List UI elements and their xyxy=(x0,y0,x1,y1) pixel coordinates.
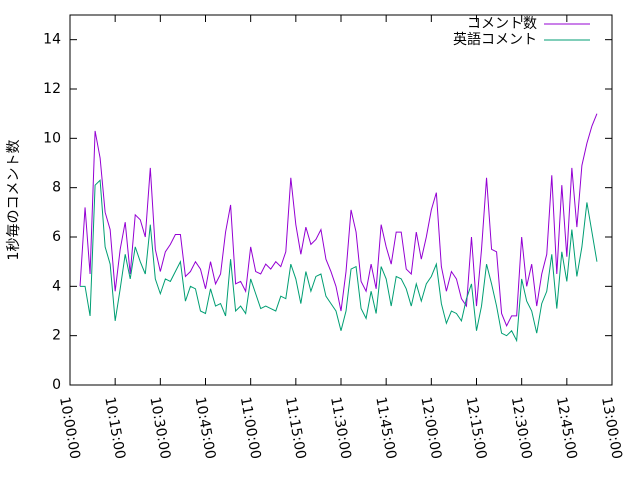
x-tick-label: 11:00:00 xyxy=(237,396,264,461)
y-tick-label: 0 xyxy=(52,377,61,393)
x-tick-label: 12:00:00 xyxy=(417,396,444,461)
x-tick-label: 10:00:00 xyxy=(56,396,83,461)
x-tick-label: 11:30:00 xyxy=(327,396,354,461)
series-line xyxy=(80,179,598,343)
y-tick-label: 2 xyxy=(52,328,61,344)
y-tick-label: 6 xyxy=(52,229,61,245)
y-tick-label: 10 xyxy=(43,130,61,146)
legend-label: コメント数 xyxy=(467,16,537,32)
x-tick-label: 12:30:00 xyxy=(508,396,535,461)
y-axis-label: 1秒毎のコメント数 xyxy=(6,140,22,261)
x-tick-label: 13:00:00 xyxy=(598,396,625,461)
y-tick-label: 8 xyxy=(52,180,61,196)
x-tick-label: 12:45:00 xyxy=(553,396,580,461)
x-tick-label: 11:45:00 xyxy=(372,396,399,461)
x-tick-label: 10:30:00 xyxy=(146,396,173,461)
x-tick-label: 10:45:00 xyxy=(192,396,219,461)
legend-label: 英語コメント xyxy=(453,31,537,48)
series-line xyxy=(79,113,598,328)
x-tick-label: 11:15:00 xyxy=(282,396,309,461)
x-tick-label: 10:15:00 xyxy=(101,396,128,461)
y-tick-label: 12 xyxy=(43,81,61,97)
x-tick-label: 12:15:00 xyxy=(463,396,490,461)
y-tick-label: 14 xyxy=(43,32,61,48)
y-tick-label: 4 xyxy=(52,278,61,294)
